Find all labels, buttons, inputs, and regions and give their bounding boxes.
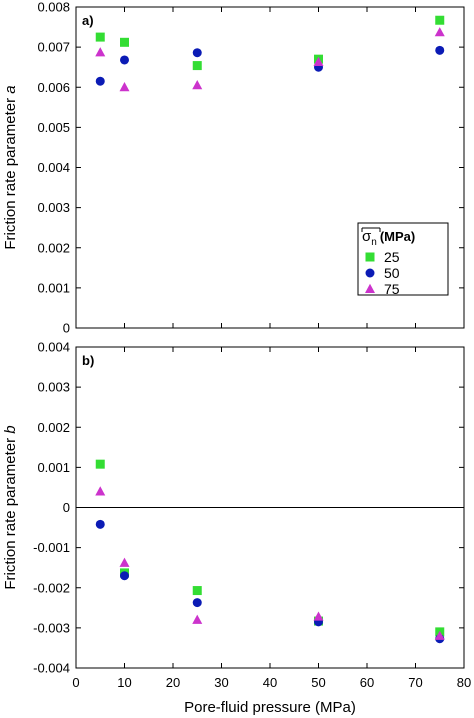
y-tick-label: -0.002: [33, 580, 70, 595]
x-tick-label: 10: [117, 675, 131, 690]
x-axis-label: Pore-fluid pressure (MPa): [184, 699, 356, 716]
chart-panel-a: 0 0.001 0.002 0.003 0.004 0.005 0.006 0.007 0.00…: [2, 0, 465, 336]
data-point-triangle: [192, 80, 203, 90]
y-axis-label: Friction rate parameter a: [2, 85, 19, 249]
data-point-circle: [120, 55, 129, 65]
data-point-circle: [192, 598, 202, 608]
data-point-circle: [95, 76, 105, 86]
data-point-square: [95, 32, 105, 42]
data-point-triangle: [434, 27, 445, 37]
y-tick-label: -0.003: [33, 620, 70, 635]
chart-panel-b: 0.004 0.003 0.002 0.001 0 -0.001 -0.002 -0.003 -…: [2, 340, 471, 717]
legend-title-unit: (MPa): [380, 229, 415, 244]
data-point-square: [192, 586, 202, 596]
y-axis-label-text: Friction rate parameter: [2, 434, 19, 590]
data-point-circle: [192, 48, 202, 58]
panel-label: a): [82, 13, 94, 28]
data-point-circle: [120, 571, 129, 581]
data-point-square: [120, 37, 129, 47]
x-tick-label: 40: [263, 675, 277, 690]
y-tick-label: 0.008: [37, 0, 70, 15]
x-tick-label: 60: [360, 675, 374, 690]
x-tick-label: 50: [311, 675, 325, 690]
legend-marker-square: [365, 252, 375, 262]
y-tick-label: 0.005: [37, 120, 70, 135]
legend-entry-label: 50: [384, 265, 400, 281]
x-tick-label: 70: [408, 675, 422, 690]
y-tick-label: 0.003: [37, 200, 70, 215]
y-axis-label-text: Friction rate parameter: [2, 94, 19, 250]
y-tick-label: 0.004: [37, 340, 70, 355]
y-axis-label: Friction rate parameter b: [2, 425, 19, 589]
data-point-circle: [95, 519, 105, 529]
legend-marker-circle: [365, 268, 375, 278]
legend-entry-label: 25: [384, 249, 400, 265]
data-point-square: [95, 459, 105, 469]
y-tick-label: -0.004: [33, 661, 70, 676]
y-axis-label-variable: b: [2, 425, 19, 433]
data-point-triangle: [119, 557, 130, 567]
legend-entry-label: 75: [384, 281, 400, 297]
y-tick-label: 0.004: [37, 160, 70, 175]
y-tick-label: -0.001: [33, 540, 70, 555]
y-tick-label: 0.007: [37, 40, 70, 55]
data-point-triangle: [119, 82, 130, 92]
y-tick-label: 0.006: [37, 80, 70, 95]
legend-title: σn (MPa): [362, 228, 415, 248]
y-tick-label: 0.003: [37, 380, 70, 395]
legend-title-symbol: σ: [362, 228, 372, 245]
y-tick-label: 0.001: [37, 460, 70, 475]
y-tick-label: 0.001: [37, 280, 70, 295]
y-axis-label-variable: a: [2, 85, 19, 93]
data-point-triangle: [192, 614, 203, 624]
legend-marker-triangle: [365, 283, 375, 293]
data-point-triangle: [313, 56, 324, 66]
data-point-triangle: [95, 486, 106, 496]
data-point-square: [192, 61, 202, 71]
x-tick-label: 80: [457, 675, 471, 690]
data-point-circle: [435, 45, 445, 55]
data-point-triangle: [95, 47, 106, 57]
data-point-triangle: [313, 611, 324, 621]
data-point-square: [435, 15, 445, 25]
data-point-triangle: [434, 630, 445, 640]
x-tick-label: 30: [214, 675, 228, 690]
legend-title-subscript: n: [371, 237, 377, 248]
panel-label: b): [82, 353, 94, 368]
x-tick-label: 0: [72, 675, 79, 690]
y-tick-label: 0.002: [37, 420, 70, 435]
y-tick-label: 0.002: [37, 240, 70, 255]
y-tick-label: 0: [63, 321, 70, 336]
x-tick-label: 20: [166, 675, 180, 690]
y-tick-label: 0: [63, 500, 70, 515]
